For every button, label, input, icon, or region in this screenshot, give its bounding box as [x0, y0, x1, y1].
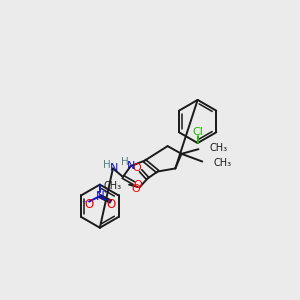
Text: O: O: [132, 163, 141, 173]
Text: O: O: [106, 198, 115, 211]
Text: H: H: [103, 160, 111, 170]
Text: CH₃: CH₃: [209, 143, 227, 153]
Text: ⁺: ⁺: [103, 189, 108, 198]
Text: N: N: [127, 161, 136, 171]
Text: O: O: [84, 198, 94, 211]
Text: H: H: [121, 157, 128, 167]
Text: ⁻: ⁻: [81, 199, 86, 209]
Text: CH₃: CH₃: [103, 181, 122, 191]
Text: O: O: [131, 184, 140, 194]
Text: N: N: [95, 190, 104, 203]
Text: CH₃: CH₃: [213, 158, 231, 168]
Text: Cl: Cl: [192, 127, 203, 137]
Text: N: N: [110, 164, 118, 173]
Text: O: O: [133, 180, 142, 190]
